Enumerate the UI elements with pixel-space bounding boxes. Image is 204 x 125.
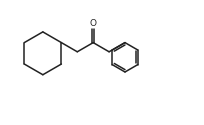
Text: O: O bbox=[90, 19, 97, 28]
